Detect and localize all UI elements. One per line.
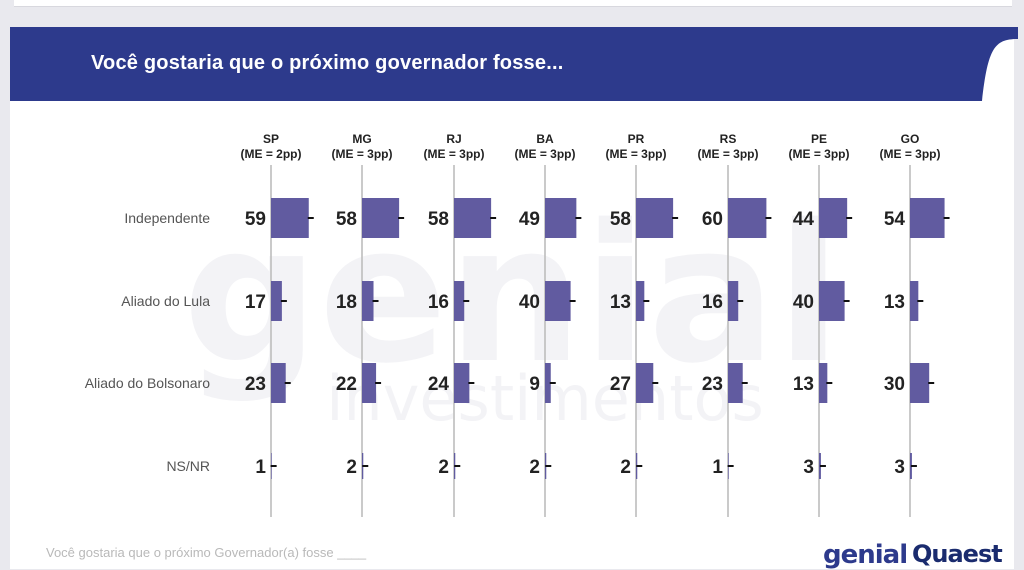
category-label: NS/NR [166,458,210,474]
data-label: 44 [793,209,815,230]
margin-of-error-label: (ME = 3pp) [423,147,484,161]
bar [271,363,286,403]
banner-shape [10,27,1018,101]
bar [454,281,465,321]
data-label: 2 [438,457,449,478]
data-label: 59 [245,209,266,230]
margin-of-error-label: (ME = 3pp) [697,147,758,161]
data-label: 2 [620,457,631,478]
data-label: 22 [336,374,357,395]
bar [728,198,767,238]
title-banner [10,27,1018,101]
bar [454,198,492,238]
data-label: 3 [894,457,905,478]
margin-of-error-label: (ME = 2pp) [240,147,301,161]
bar [636,363,654,403]
data-label: 40 [519,292,540,313]
bar [910,198,945,238]
category-label: Independente [124,210,210,226]
bar [636,198,674,238]
data-label: 16 [428,292,449,313]
margin-of-error-label: (ME = 3pp) [331,147,392,161]
state-label-rj: RJ [446,132,461,146]
state-label-pr: PR [628,132,645,146]
data-label: 17 [245,292,266,313]
bar [819,281,845,321]
state-label-ba: BA [536,132,554,146]
margin-of-error-label: (ME = 3pp) [879,147,940,161]
data-label: 58 [610,209,631,230]
chart-title: Você gostaria que o próximo governador f… [91,52,564,74]
bar [819,363,828,403]
bar [545,281,571,321]
bar [454,363,470,403]
previous-card-edge [14,0,1012,7]
data-label: 30 [884,374,905,395]
state-label-rs: RS [720,132,737,146]
state-label-go: GO [901,132,920,146]
data-label: 13 [793,374,814,395]
bar [819,198,848,238]
bar [728,281,739,321]
data-label: 58 [428,209,449,230]
bar [910,281,919,321]
state-label-pe: PE [811,132,827,146]
bar [545,363,551,403]
data-label: 49 [519,209,540,230]
data-label: 3 [803,457,814,478]
margin-of-error-label: (ME = 3pp) [514,147,575,161]
data-label: 27 [610,374,631,395]
bar [636,281,645,321]
data-label: 13 [884,292,905,313]
data-label: 60 [702,209,723,230]
footer-question: Você gostaria que o próximo Governador(a… [46,545,367,560]
bar [362,281,374,321]
genial-logo: genial [823,540,908,570]
data-label: 23 [702,374,723,395]
quaest-logo: Quaest [912,540,1003,568]
bar [271,281,282,321]
data-label: 40 [793,292,814,313]
data-label: 24 [428,374,450,395]
data-label: 2 [529,457,540,478]
category-label: Aliado do Bolsonaro [85,375,211,391]
data-label: 23 [245,374,266,395]
margin-of-error-label: (ME = 3pp) [788,147,849,161]
chart-card [10,27,1014,569]
data-label: 1 [255,457,266,478]
bar [910,363,930,403]
data-label: 54 [884,209,906,230]
data-label: 58 [336,209,357,230]
bar [271,198,309,238]
category-label: Aliado do Lula [121,293,210,309]
margin-of-error-label: (ME = 3pp) [605,147,666,161]
state-label-mg: MG [352,132,371,146]
data-label: 16 [702,292,723,313]
data-label: 9 [529,374,540,395]
data-label: 2 [346,457,357,478]
bar [362,363,377,403]
bar [545,198,577,238]
bar [362,198,400,238]
data-label: 18 [336,292,357,313]
bar [728,363,743,403]
data-label: 1 [712,457,723,478]
state-label-sp: SP [263,132,279,146]
data-label: 13 [610,292,631,313]
